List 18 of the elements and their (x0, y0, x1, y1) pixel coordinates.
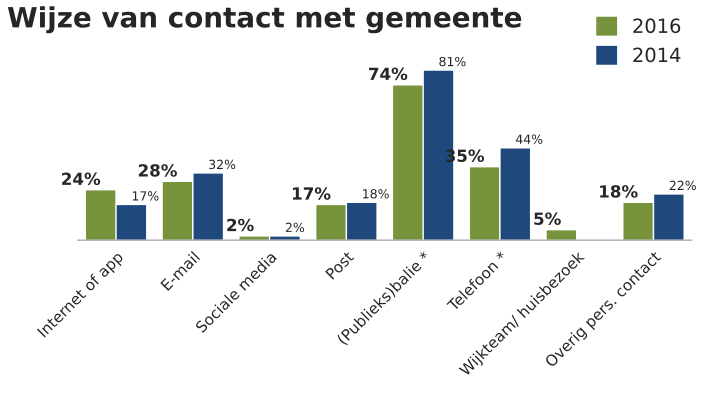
data-label: 74% (369, 68, 408, 80)
data-label: 32% (209, 160, 236, 170)
data-label: 18% (363, 189, 389, 199)
data-label: 17% (132, 191, 158, 201)
data-label: 44% (516, 134, 542, 144)
data-label: 5% (534, 212, 561, 226)
data-label: 2% (227, 218, 254, 232)
data-label: 81% (439, 56, 466, 66)
data-label: 18% (600, 185, 638, 198)
data-label: 17% (293, 187, 330, 200)
chart-title: Wijze van contact met gemeente (8, 6, 522, 34)
bar (545, 228, 578, 240)
data-label: 24% (62, 172, 100, 186)
data-label: 2% (286, 222, 304, 232)
data-label: 28% (138, 164, 177, 177)
legend-label: 2016 (633, 18, 680, 34)
data-label: 22% (670, 180, 696, 190)
legend-label: 2014 (633, 48, 680, 62)
